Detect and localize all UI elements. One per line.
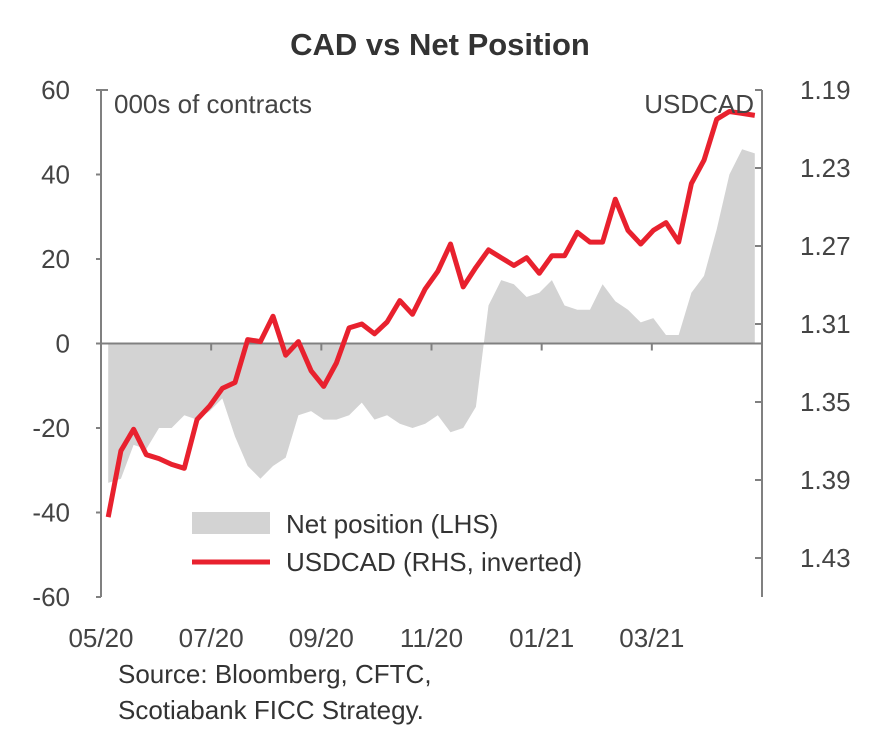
usdcad-line-layer	[105, 109, 756, 518]
x-tick-label: 03/21	[619, 623, 684, 653]
x-tick-label: 01/21	[509, 623, 574, 653]
source-line-2: Scotiabank FICC Strategy.	[118, 695, 424, 725]
source-line-1: Source: Bloomberg, CFTC,	[118, 659, 432, 689]
legend-label-usdcad: USDCAD (RHS, inverted)	[286, 547, 582, 577]
legend-swatch-net-position	[192, 512, 270, 534]
left-axis-ticks: 60 40 20 0 -20 -40 -60	[32, 75, 101, 612]
right-tick-label: 1.31	[800, 309, 851, 339]
x-tick-label: 09/20	[289, 623, 354, 653]
net-position-area	[108, 149, 755, 483]
right-tick-label: 1.19	[800, 75, 851, 105]
left-tick-label: 0	[56, 329, 70, 359]
right-tick-label: 1.35	[800, 387, 851, 417]
legend-label-net-position: Net position (LHS)	[286, 509, 498, 539]
left-tick-label: -20	[32, 413, 70, 443]
right-tick-label: 1.39	[800, 465, 851, 495]
x-tick-label: 05/20	[68, 623, 133, 653]
right-axis-ticks: 1.19 1.23 1.27 1.31 1.35 1.39 1.43	[755, 75, 851, 573]
right-axis-unit: USDCAD	[644, 89, 754, 119]
net-position-area-layer	[108, 149, 755, 483]
x-tick-label: 07/20	[179, 623, 244, 653]
right-tick-label: 1.43	[800, 543, 851, 573]
left-tick-label: 60	[41, 75, 70, 105]
right-tick-label: 1.23	[800, 153, 851, 183]
legend: Net position (LHS) USDCAD (RHS, inverted…	[192, 509, 582, 577]
left-tick-label: 20	[41, 244, 70, 274]
source-note: Source: Bloomberg, CFTC, Scotiabank FICC…	[118, 656, 432, 728]
chart-title: CAD vs Net Position	[290, 27, 590, 62]
usdcad-line	[105, 109, 756, 518]
left-tick-label: -60	[32, 582, 70, 612]
right-tick-label: 1.27	[800, 231, 851, 261]
left-tick-label: 40	[41, 160, 70, 190]
left-axis-unit: 000s of contracts	[114, 89, 312, 119]
left-tick-label: -40	[32, 498, 70, 528]
x-tick-label: 11/20	[400, 623, 463, 653]
x-axis-ticks: 05/20 07/20 09/20 11/20 01/21 03/21	[68, 343, 763, 653]
